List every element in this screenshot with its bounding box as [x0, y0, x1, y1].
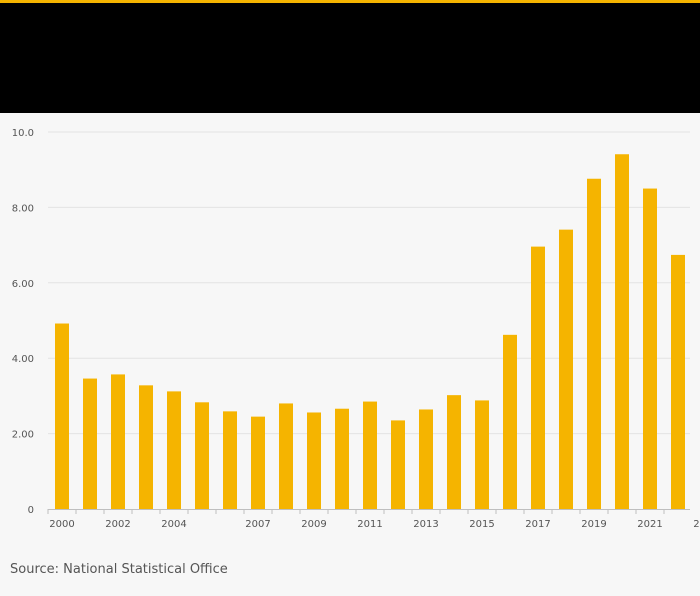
bar-2013	[419, 409, 433, 509]
x-tick-label: 2015	[469, 519, 494, 530]
x-tick-label: 2002	[105, 519, 130, 530]
y-tick-label: 0	[28, 505, 34, 516]
y-tick-label: 2.00	[12, 430, 34, 441]
bar-2020	[615, 154, 629, 510]
y-tick-label: 8.00	[12, 203, 34, 214]
y-tick-label: 4.00	[12, 354, 34, 365]
x-tick-label: 2019	[581, 519, 606, 530]
bar-2022	[671, 254, 685, 509]
bar-2017	[531, 246, 545, 509]
y-tick-label: 6.00	[12, 279, 34, 290]
bar-2014	[447, 395, 461, 509]
y-tick-label: 10.0	[12, 128, 34, 139]
bar-2012	[391, 420, 405, 509]
bar-2000	[55, 323, 69, 509]
bar-2011	[363, 401, 377, 509]
bar-2003	[139, 385, 153, 509]
bar-2016	[503, 334, 517, 509]
bar-2002	[111, 374, 125, 509]
bar-2008	[279, 403, 293, 509]
x-tick-label: 2000	[49, 519, 74, 530]
x-tick-label: 2023	[693, 519, 700, 530]
x-tick-label: 2021	[637, 519, 662, 530]
bar-2009	[307, 412, 321, 509]
bar-2005	[195, 402, 209, 509]
bar-2021	[643, 188, 657, 510]
x-tick-label: 2009	[301, 519, 326, 530]
x-tick-label: 2011	[357, 519, 382, 530]
x-tick-label: 2007	[245, 519, 270, 530]
x-tick-label: 2017	[525, 519, 550, 530]
bar-chart: 0 2.00 4.00 6.00 8.00 10.0 2000 2002 2004 2007 200…	[12, 128, 700, 530]
bar-2018	[559, 229, 573, 509]
chart-area: 0 2.00 4.00 6.00 8.00 10.0 2000 2002 2004 2007 200…	[0, 113, 700, 553]
bar-2015	[475, 400, 489, 509]
bar-2010	[335, 408, 349, 509]
bar-2006	[223, 411, 237, 509]
header-banner	[0, 0, 700, 113]
bar-2019	[587, 178, 601, 510]
source-note: Source: National Statistical Office	[10, 562, 228, 577]
bar-2004	[167, 391, 181, 509]
bar-2007	[251, 416, 265, 509]
x-tick-label: 2013	[413, 519, 438, 530]
bar-2001	[83, 378, 97, 509]
x-tick-label: 2004	[161, 519, 186, 530]
